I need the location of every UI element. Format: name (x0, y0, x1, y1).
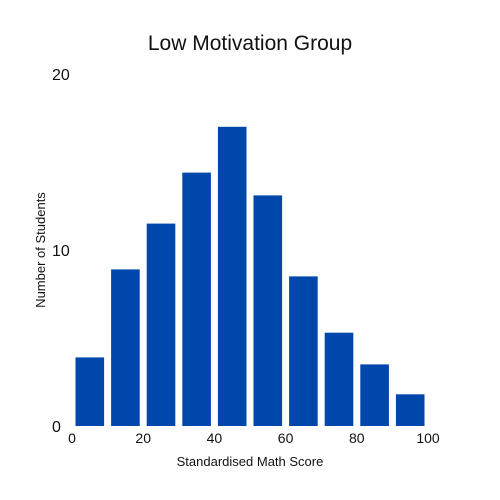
x-tick-label-40: 40 (207, 430, 223, 446)
x-tick-label-20: 20 (135, 430, 151, 446)
bar-30-40 (182, 172, 211, 426)
y-tick-label-20: 20 (52, 67, 70, 84)
y-axis-label: Number of Students (33, 192, 48, 308)
chart-title: Low Motivation Group (148, 32, 352, 55)
x-axis-label: Standardised Math Score (177, 454, 324, 469)
bar-50-60 (253, 195, 283, 426)
y-tick-label-10: 10 (52, 243, 70, 260)
x-tick-label-100: 100 (416, 430, 440, 446)
x-tick-label-80: 80 (349, 430, 365, 446)
bar-0-10 (75, 357, 105, 426)
x-tick-label-0: 0 (68, 430, 76, 446)
y-tick-label-0: 0 (52, 419, 61, 436)
bar-80-90 (360, 364, 389, 426)
bar-70-80 (324, 332, 354, 426)
x-tick-labels: 0 20 40 60 80 100 (68, 430, 440, 446)
y-tick-labels: 0 10 20 (52, 67, 70, 436)
bar-60-70 (289, 276, 318, 426)
bar-20-30 (146, 223, 176, 426)
bar-90-100 (395, 394, 425, 426)
bars-group (75, 126, 425, 427)
bar-10-20 (111, 269, 140, 426)
bar-40-50 (217, 126, 247, 427)
x-tick-label-60: 60 (278, 430, 294, 446)
